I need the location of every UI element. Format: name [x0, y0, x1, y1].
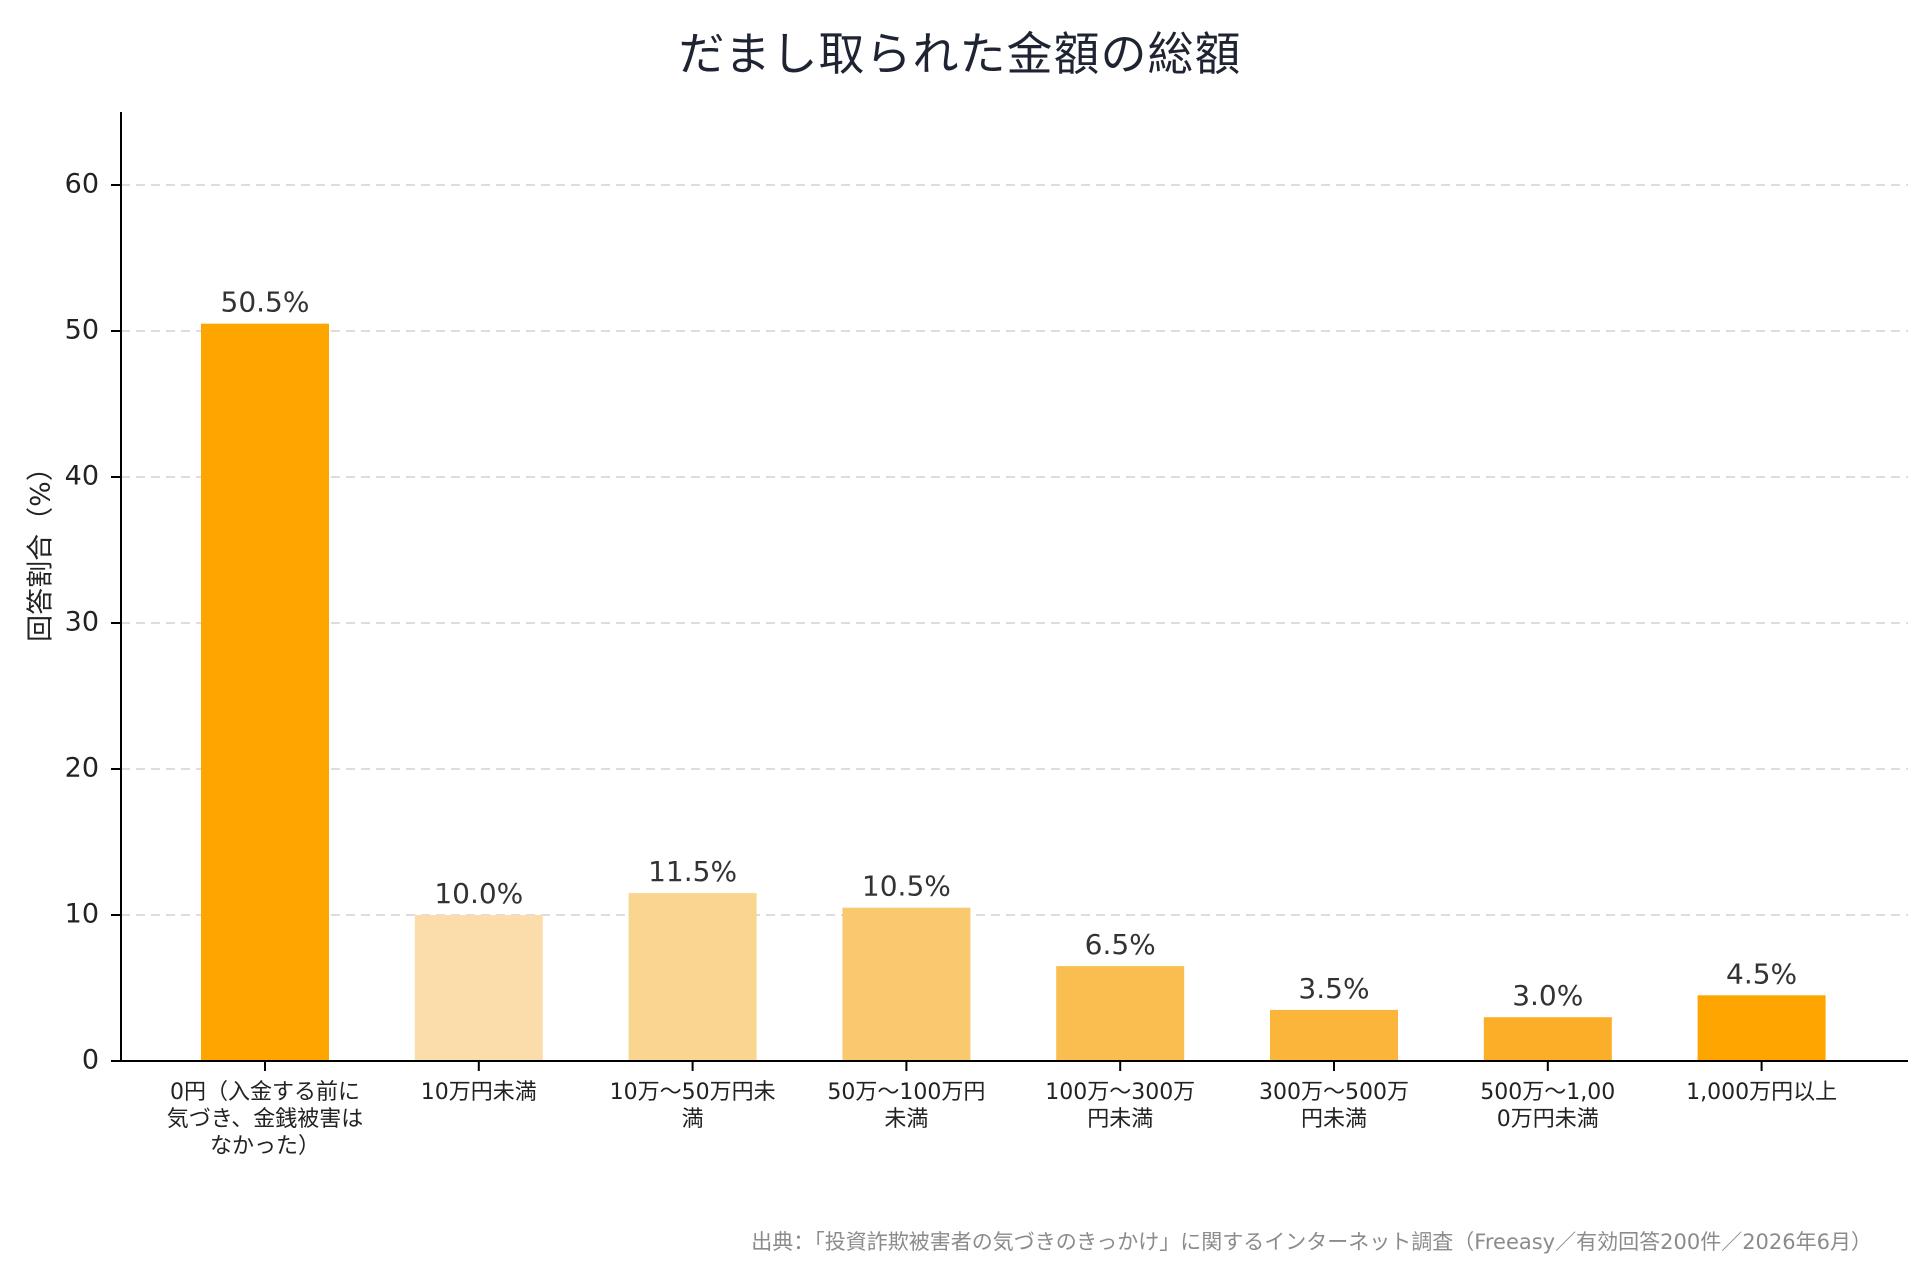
bar-value-label-8: 4.5% — [1726, 957, 1797, 990]
y-ticks: 0 10 20 30 40 50 60 — [65, 169, 121, 1076]
x-tick-label-line: 未満 — [884, 1107, 928, 1132]
value-labels: 50.5% 10.0% 11.5% 10.5% 6.5% 3.5% 3.0% 4.5% — [221, 286, 1798, 1013]
chart-title: だまし取られた金額の総額 — [678, 27, 1242, 81]
x-tick-label-2: 10万円未満 — [421, 1080, 537, 1105]
x-tick-label-line: なかった） — [210, 1134, 320, 1159]
x-tick-label-line: 10万～50万円未 — [610, 1080, 776, 1105]
x-tick-label-line: 500万～1,00 — [1480, 1080, 1615, 1105]
y-tick-label-40: 40 — [65, 461, 99, 492]
x-tick-label-5: 100万～300万円未満 — [1045, 1080, 1195, 1132]
bar-6 — [1270, 1009, 1398, 1061]
bar-value-label-2: 10.0% — [434, 877, 523, 910]
y-axis-label: 回答割合（%） — [26, 454, 57, 642]
y-tick-label-30: 30 — [65, 607, 99, 638]
bar-4 — [842, 907, 971, 1061]
x-tick-label-line: 気づき、金銭被害は — [167, 1107, 363, 1132]
bar-3 — [628, 893, 757, 1061]
bar-value-label-3: 11.5% — [648, 855, 737, 888]
x-tick-label-line: 100万～300万 — [1045, 1080, 1195, 1105]
bar-1 — [201, 323, 329, 1061]
bar-value-label-5: 6.5% — [1085, 928, 1156, 961]
x-tick-label-6: 300万～500万円未満 — [1259, 1080, 1409, 1132]
x-tick-label-line: 円未満 — [1087, 1107, 1153, 1132]
bar-8 — [1697, 995, 1826, 1061]
x-tick-label-line: 50万～100万円 — [827, 1080, 985, 1105]
x-tick-label-line: 満 — [682, 1107, 704, 1132]
x-tick-label-line: 0円（入金する前に — [170, 1080, 360, 1105]
bar-value-label-6: 3.5% — [1298, 972, 1369, 1005]
bar-2 — [414, 915, 543, 1061]
y-tick-label-20: 20 — [65, 753, 99, 784]
gridlines — [121, 184, 1908, 916]
x-tick-label-4: 50万～100万円未満 — [827, 1080, 985, 1132]
bar-value-label-1: 50.5% — [221, 286, 310, 319]
y-tick-label-50: 50 — [65, 315, 99, 346]
y-tick-label-10: 10 — [65, 899, 99, 930]
x-tick-label-1: 0円（入金する前に気づき、金銭被害はなかった） — [167, 1080, 363, 1159]
axes — [120, 112, 1908, 1062]
y-tick-label-0: 0 — [82, 1045, 99, 1076]
bars — [201, 323, 1826, 1061]
x-tick-label-line: 0万円未満 — [1497, 1107, 1599, 1132]
x-tick-label-line: 300万～500万 — [1259, 1080, 1409, 1105]
x-tick-label-line: 10万円未満 — [421, 1080, 537, 1105]
bar-value-label-7: 3.0% — [1512, 979, 1583, 1012]
bar-5 — [1056, 966, 1185, 1061]
bar-7 — [1483, 1017, 1612, 1061]
x-tick-label-line: 円未満 — [1301, 1107, 1367, 1132]
x-tick-label-8: 1,000万円以上 — [1686, 1080, 1837, 1105]
x-tick-label-7: 500万～1,00 0万円未満 — [1480, 1080, 1615, 1132]
source-note: 出典：「投資詐欺被害者の気づきのきっかけ」に関するインターネット調査（Freea… — [751, 1230, 1872, 1254]
y-tick-label-60: 60 — [65, 169, 99, 200]
x-tick-label-line: 1,000万円以上 — [1686, 1080, 1837, 1105]
x-ticks: 0円（入金する前に気づき、金銭被害はなかった） 10万円未満 10万～50万円未満 5… — [167, 1061, 1837, 1159]
x-tick-label-3: 10万～50万円未満 — [610, 1080, 776, 1132]
bar-value-label-4: 10.5% — [862, 870, 951, 903]
